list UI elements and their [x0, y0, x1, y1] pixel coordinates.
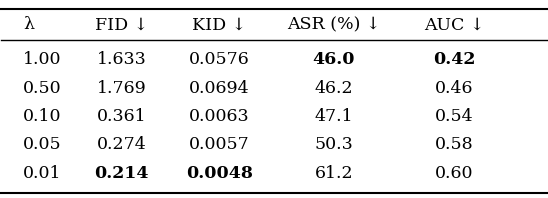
Text: KID ↓: KID ↓ — [192, 16, 247, 33]
Text: 0.58: 0.58 — [435, 136, 473, 153]
Text: 1.769: 1.769 — [96, 80, 146, 97]
Text: 0.05: 0.05 — [23, 136, 62, 153]
Text: 0.361: 0.361 — [96, 108, 146, 125]
Text: 0.0048: 0.0048 — [186, 165, 253, 182]
Text: 0.274: 0.274 — [96, 136, 146, 153]
Text: 1.633: 1.633 — [96, 51, 146, 69]
Text: 46.0: 46.0 — [313, 51, 355, 69]
Text: 0.01: 0.01 — [23, 165, 62, 182]
Text: 0.46: 0.46 — [435, 80, 473, 97]
Text: 1.00: 1.00 — [23, 51, 62, 69]
Text: 50.3: 50.3 — [315, 136, 353, 153]
Text: 0.50: 0.50 — [23, 80, 62, 97]
Text: 47.1: 47.1 — [315, 108, 353, 125]
Text: 0.214: 0.214 — [94, 165, 149, 182]
Text: 0.0063: 0.0063 — [189, 108, 250, 125]
Text: 0.60: 0.60 — [435, 165, 473, 182]
Text: 0.54: 0.54 — [435, 108, 473, 125]
Text: 0.0576: 0.0576 — [189, 51, 250, 69]
Text: 0.0057: 0.0057 — [189, 136, 250, 153]
Text: FID ↓: FID ↓ — [95, 16, 148, 33]
Text: 61.2: 61.2 — [315, 165, 353, 182]
Text: 46.2: 46.2 — [315, 80, 353, 97]
Text: 0.10: 0.10 — [23, 108, 62, 125]
Text: AUC ↓: AUC ↓ — [424, 16, 484, 33]
Text: 0.42: 0.42 — [433, 51, 475, 69]
Text: 0.0694: 0.0694 — [189, 80, 250, 97]
Text: λ: λ — [23, 16, 34, 33]
Text: ASR (%) ↓: ASR (%) ↓ — [287, 16, 381, 33]
